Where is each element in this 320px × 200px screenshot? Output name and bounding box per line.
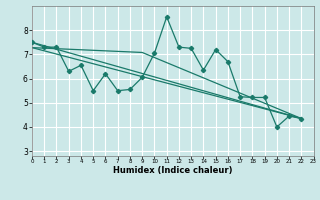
X-axis label: Humidex (Indice chaleur): Humidex (Indice chaleur) (113, 166, 233, 175)
